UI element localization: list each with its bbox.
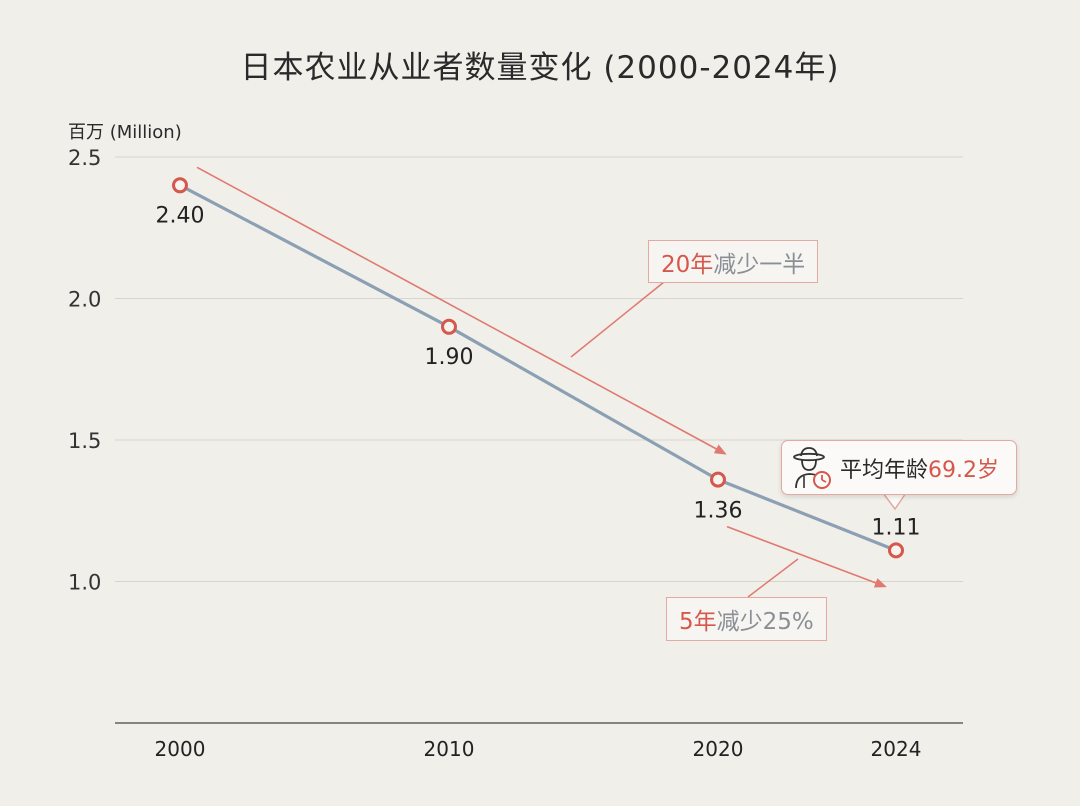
annotation-arrow-20-years	[196, 166, 727, 455]
average-age-badge: 平均年龄69.2岁	[781, 440, 1017, 495]
data-point-marker	[441, 318, 457, 335]
farmer-clock-icon	[793, 446, 831, 489]
annotation-20-years-text: 减少一半	[713, 251, 806, 278]
average-age-text: 平均年龄69.2岁	[840, 452, 999, 484]
y-tick-label: 1.0	[68, 571, 101, 595]
annotation-5-years-number: 5年	[679, 609, 717, 635]
callout-leader-20-years	[570, 281, 665, 358]
data-label: 2.40	[156, 203, 205, 228]
y-axis-unit-label: 百万 (Million)	[68, 122, 182, 143]
annotation-20-years-number: 20年	[661, 251, 714, 278]
y-tick-label: 2.0	[68, 288, 101, 312]
data-point-marker	[710, 471, 726, 488]
data-label: 1.36	[694, 499, 743, 524]
data-point-marker	[888, 542, 904, 559]
annotation-arrow-5-years	[726, 525, 887, 588]
average-age-label: 平均年龄	[840, 457, 929, 483]
x-tick-label: 2000	[155, 737, 206, 761]
chart-title: 日本农业从业者数量变化 (2000-2024年)	[240, 50, 840, 86]
data-point-marker	[172, 177, 188, 194]
y-tick-label: 1.5	[68, 429, 101, 453]
x-tick-label: 2024	[871, 737, 922, 761]
annotation-20-years: 20年 减少一半	[648, 240, 819, 283]
data-label: 1.11	[872, 515, 921, 540]
y-tick-label: 2.5	[68, 146, 101, 170]
x-tick-label: 2020	[693, 737, 744, 761]
series-line	[179, 183, 897, 552]
callout-leader-5-years	[747, 558, 799, 598]
annotation-5-years-text: 减少25%	[716, 609, 814, 635]
age-badge-pointer	[882, 492, 907, 511]
average-age-value: 69.2岁	[928, 457, 1000, 483]
annotation-5-years: 5年 减少25%	[666, 597, 827, 641]
data-label: 1.90	[425, 345, 474, 370]
x-tick-label: 2010	[424, 737, 475, 761]
